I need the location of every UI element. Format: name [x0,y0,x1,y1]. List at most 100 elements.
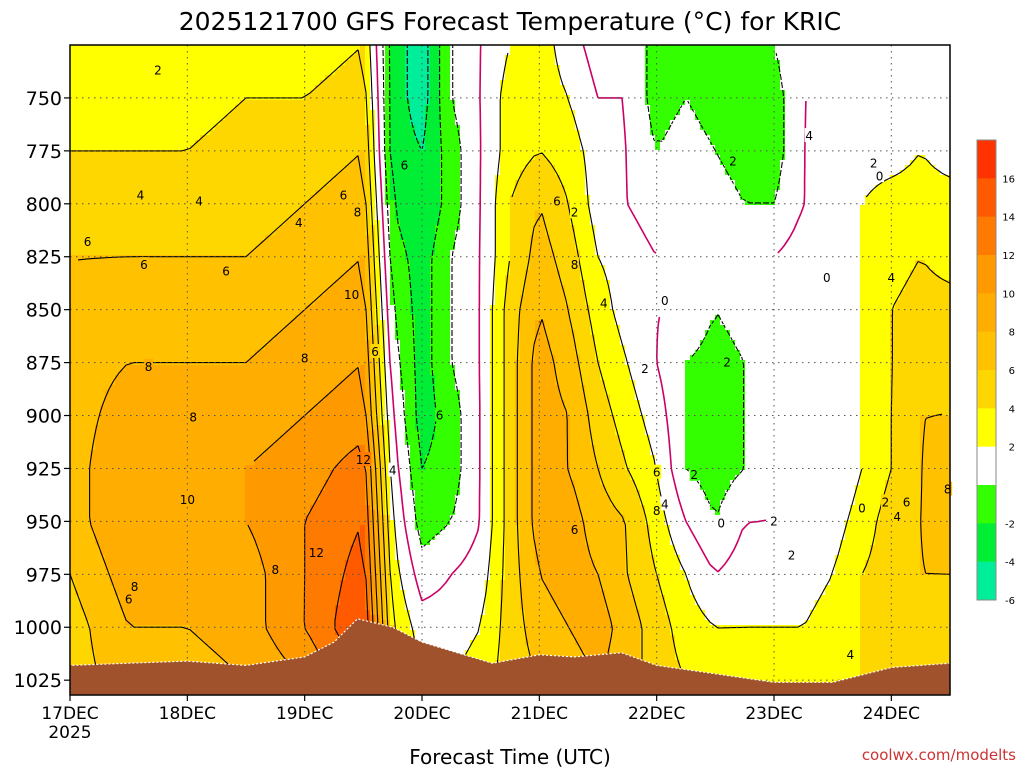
temperature-cell [90,205,96,211]
temperature-cell [80,280,86,286]
temperature-cell [80,225,86,231]
temperature-cell [145,435,151,441]
temperature-cell [90,615,96,621]
temperature-cell [145,115,151,121]
temperature-cell [150,430,156,436]
temperature-cell [140,440,146,446]
temperature-cell [90,425,96,431]
temperature-cell [90,55,96,61]
temperature-cell [70,145,76,151]
temperature-cell [130,485,136,491]
temperature-cell [70,425,76,431]
temperature-cell [115,215,121,221]
temperature-cell [120,505,126,511]
temperature-cell [105,200,111,206]
temperature-cell [95,100,101,106]
temperature-cell [115,165,121,171]
temperature-cell [80,335,86,341]
temperature-cell [90,555,96,561]
temperature-cell [135,385,141,391]
temperature-cell [105,65,111,71]
temperature-cell [85,605,91,611]
temperature-cell [80,650,86,656]
temperature-cell [110,195,116,201]
temperature-cell [80,525,86,531]
temperature-cell [105,330,111,336]
temperature-cell [110,345,116,351]
temperature-cell [140,45,146,51]
temperature-cell [115,70,121,76]
temperature-cell [75,225,81,231]
temperature-cell [115,520,121,526]
temperature-cell [140,430,146,436]
temperature-cell [95,65,101,71]
temperature-cell [70,520,76,526]
temperature-cell [90,355,96,361]
temperature-cell [135,470,141,476]
temperature-cell [80,70,86,76]
temperature-cell [135,110,141,116]
temperature-cell [115,610,121,616]
temperature-cell [75,500,81,506]
temperature-cell [70,540,76,546]
temperature-cell [100,645,106,651]
temperature-cell [110,540,116,546]
temperature-cell [130,50,136,56]
temperature-cell [115,540,121,546]
temperature-cell [70,195,76,201]
temperature-cell [115,305,121,311]
temperature-cell [110,515,116,521]
temperature-cell [100,280,106,286]
temperature-cell [115,145,121,151]
temperature-cell [140,515,146,521]
temperature-cell [130,645,136,651]
temperature-cell [130,455,136,461]
temperature-cell [85,390,91,396]
temperature-cell [120,535,126,541]
temperature-cell [115,380,121,386]
temperature-cell [100,470,106,476]
temperature-cell [125,655,131,661]
temperature-cell [130,635,136,641]
temperature-cell [70,365,76,371]
temperature-cell [130,480,136,486]
temperature-cell [130,550,136,556]
temperature-cell [145,620,151,626]
temperature-cell [70,420,76,426]
temperature-cell [75,175,81,181]
temperature-cell [125,300,131,306]
temperature-cell [125,525,131,531]
temperature-cell [115,575,121,581]
temperature-cell [130,105,136,111]
temperature-cell [75,90,81,96]
temperature-cell [135,180,141,186]
temperature-cell [145,610,151,616]
temperature-cell [100,250,106,256]
temperature-cell [115,330,121,336]
temperature-cell [150,310,156,316]
temperature-cell [75,200,81,206]
temperature-cell [140,345,146,351]
temperature-cell [120,60,126,66]
temperature-cell [85,425,91,431]
temperature-cell [125,240,131,246]
temperature-cell [70,595,76,601]
temperature-cell [110,490,116,496]
temperature-cell [70,505,76,511]
temperature-cell [125,445,131,451]
temperature-cell [75,275,81,281]
temperature-cell [135,540,141,546]
temperature-cell [75,300,81,306]
temperature-cell [140,320,146,326]
temperature-cell [95,590,101,596]
temperature-cell [95,170,101,176]
temperature-cell [130,140,136,146]
temperature-cell [125,460,131,466]
temperature-cell [120,100,126,106]
temperature-cell [95,250,101,256]
temperature-cell [125,450,131,456]
temperature-cell [75,55,81,61]
temperature-cell [90,290,96,296]
temperature-cell [90,540,96,546]
temperature-cell [75,85,81,91]
